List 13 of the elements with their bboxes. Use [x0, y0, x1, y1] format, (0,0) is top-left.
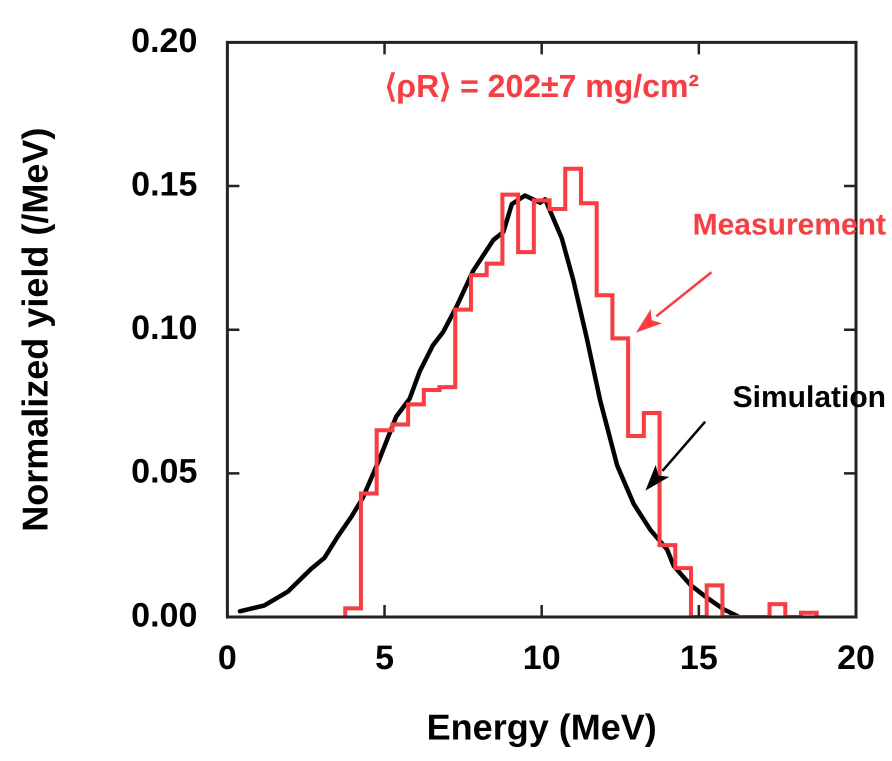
x-tick-label: 20	[837, 638, 875, 677]
y-tick-label: 0.10	[131, 309, 198, 348]
x-axis-title: Energy (MeV)	[426, 706, 657, 748]
x-tick-label: 10	[522, 638, 561, 677]
x-tick-label: 5	[375, 638, 394, 677]
annotation: ⟨ρR⟩ = 202±7 mg/cm²	[384, 68, 700, 104]
y-tick-label: 0.05	[131, 452, 198, 491]
y-axis-title: Normalized yield (/MeV)	[14, 128, 56, 532]
y-tick-label: 0.15	[131, 165, 198, 204]
x-tick-label: 0	[218, 638, 237, 677]
y-tick-label: 0.00	[131, 596, 198, 634]
x-tick-label: 15	[680, 638, 718, 677]
y-tick-label: 0.20	[131, 22, 198, 60]
